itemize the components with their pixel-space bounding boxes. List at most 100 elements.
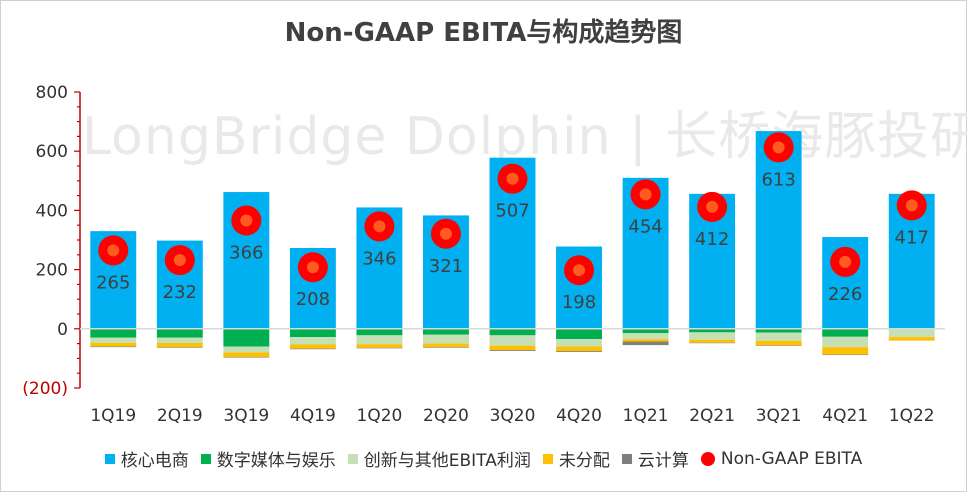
ebita-data-label: 226 bbox=[828, 284, 862, 305]
bar-segment bbox=[423, 328, 469, 335]
ebita-marker-core bbox=[839, 255, 852, 268]
bar-segment bbox=[556, 339, 602, 347]
watermark-text: LongBridge Dolphin | 长桥海豚投研 bbox=[82, 107, 967, 167]
ebita-marker-core bbox=[373, 220, 386, 233]
ebita-data-label: 265 bbox=[96, 272, 130, 293]
legend-label: 核心电商 bbox=[120, 451, 189, 471]
bar-segment bbox=[423, 347, 469, 348]
legend-swatch bbox=[104, 453, 115, 464]
x-tick-label: 1Q19 bbox=[90, 406, 136, 426]
bar-segment bbox=[556, 346, 602, 351]
y-tick-label: 400 bbox=[36, 201, 68, 221]
x-tick-label: 1Q20 bbox=[357, 406, 403, 426]
bar-segment bbox=[289, 348, 336, 350]
bar-segment bbox=[755, 345, 802, 346]
chart-title: Non-GAAP EBITA与构成趋势图 bbox=[284, 18, 683, 48]
bar-segment bbox=[90, 343, 137, 347]
bar-segment bbox=[423, 334, 469, 344]
legend-swatch bbox=[700, 451, 715, 466]
bar-segment bbox=[223, 352, 270, 357]
ebita-marker-core bbox=[173, 254, 186, 267]
ebita-data-label: 208 bbox=[296, 289, 330, 310]
ebita-marker-core bbox=[905, 199, 918, 212]
bar-segment bbox=[90, 328, 137, 338]
bar-segment bbox=[489, 350, 536, 351]
bar-segment bbox=[489, 328, 536, 336]
y-tick-label: 600 bbox=[36, 142, 68, 162]
y-tick-label: 0 bbox=[57, 320, 68, 340]
ebita-data-label: 613 bbox=[761, 169, 795, 190]
bar-segment bbox=[822, 354, 869, 356]
legend-label: Non-GAAP EBITA bbox=[720, 448, 863, 469]
x-tick-label: 1Q22 bbox=[889, 406, 935, 426]
bar-segment bbox=[223, 356, 270, 358]
legend-item: 数字媒体与娱乐 bbox=[200, 446, 336, 471]
bar-segment bbox=[356, 328, 403, 336]
bar-segment bbox=[356, 335, 403, 345]
x-tick-label: 4Q19 bbox=[290, 406, 336, 426]
ebita-marker-core bbox=[506, 172, 519, 185]
ebita-data-label: 198 bbox=[562, 292, 596, 313]
legend-label: 未分配 bbox=[558, 451, 610, 471]
y-tick-label: 800 bbox=[36, 83, 68, 103]
x-tick-label: 2Q21 bbox=[689, 406, 735, 426]
bar-segment bbox=[156, 328, 203, 338]
bar-segment bbox=[223, 328, 270, 347]
bar-segment bbox=[822, 336, 869, 348]
bar-segment bbox=[289, 328, 336, 338]
ebita-marker-core bbox=[439, 227, 452, 240]
legend-swatch bbox=[621, 453, 632, 464]
x-tick-label: 2Q19 bbox=[157, 406, 203, 426]
bar-segment bbox=[156, 343, 203, 348]
ebita-marker-core bbox=[639, 188, 652, 201]
bar-segment bbox=[622, 341, 669, 346]
ebita-marker-core bbox=[706, 200, 719, 213]
legend-item: 云计算 bbox=[621, 446, 689, 471]
bar-segment bbox=[90, 346, 137, 348]
x-tick-label: 3Q19 bbox=[223, 406, 269, 426]
bar-segment bbox=[822, 328, 869, 337]
legend-label: 云计算 bbox=[637, 451, 689, 471]
ebita-data-label: 507 bbox=[495, 201, 529, 222]
x-tick-label: 3Q21 bbox=[756, 406, 802, 426]
legend-label: 创新与其他EBITA利润 bbox=[363, 451, 531, 471]
bar-segment bbox=[888, 337, 935, 341]
bar-segment bbox=[689, 342, 736, 344]
bar-segment bbox=[689, 339, 736, 343]
ebita-marker-core bbox=[240, 214, 253, 227]
bar-segment bbox=[622, 339, 669, 342]
bar-segment bbox=[622, 328, 669, 334]
ebita-marker-core bbox=[772, 141, 785, 154]
y-tick-label: 200 bbox=[36, 261, 68, 281]
legend-swatch bbox=[347, 453, 358, 464]
x-tick-label: 2Q20 bbox=[423, 406, 469, 426]
bar-segment bbox=[489, 335, 536, 346]
legend-label: 数字媒体与娱乐 bbox=[216, 451, 336, 471]
x-tick-label: 4Q21 bbox=[822, 406, 868, 426]
legend-swatch bbox=[542, 453, 553, 464]
bar-segment bbox=[289, 337, 336, 345]
bar-segment bbox=[356, 344, 403, 348]
bar-segment bbox=[556, 351, 602, 352]
x-tick-label: 4Q20 bbox=[556, 406, 602, 426]
ebita-data-label: 412 bbox=[695, 229, 729, 250]
ebita-data-label: 232 bbox=[163, 282, 197, 303]
bar-segment bbox=[489, 345, 536, 351]
bar-segment bbox=[822, 347, 869, 355]
legend-item: 未分配 bbox=[542, 446, 610, 471]
bar-segment bbox=[755, 328, 802, 333]
bar-segment bbox=[689, 328, 736, 333]
ebita-data-label: 454 bbox=[628, 216, 662, 237]
ebita-data-label: 417 bbox=[895, 227, 929, 248]
bar-segment bbox=[356, 347, 403, 349]
x-tick-label: 3Q20 bbox=[490, 406, 536, 426]
bar-segment bbox=[755, 332, 802, 341]
legend-item: Non-GAAP EBITA bbox=[700, 448, 863, 469]
bar-segment bbox=[556, 328, 602, 340]
ebita-data-label: 366 bbox=[229, 242, 263, 263]
ebita-marker-core bbox=[306, 261, 319, 274]
bar-segment bbox=[156, 347, 203, 348]
y-tick-label: (200) bbox=[22, 379, 68, 399]
bar-segment bbox=[223, 346, 270, 353]
